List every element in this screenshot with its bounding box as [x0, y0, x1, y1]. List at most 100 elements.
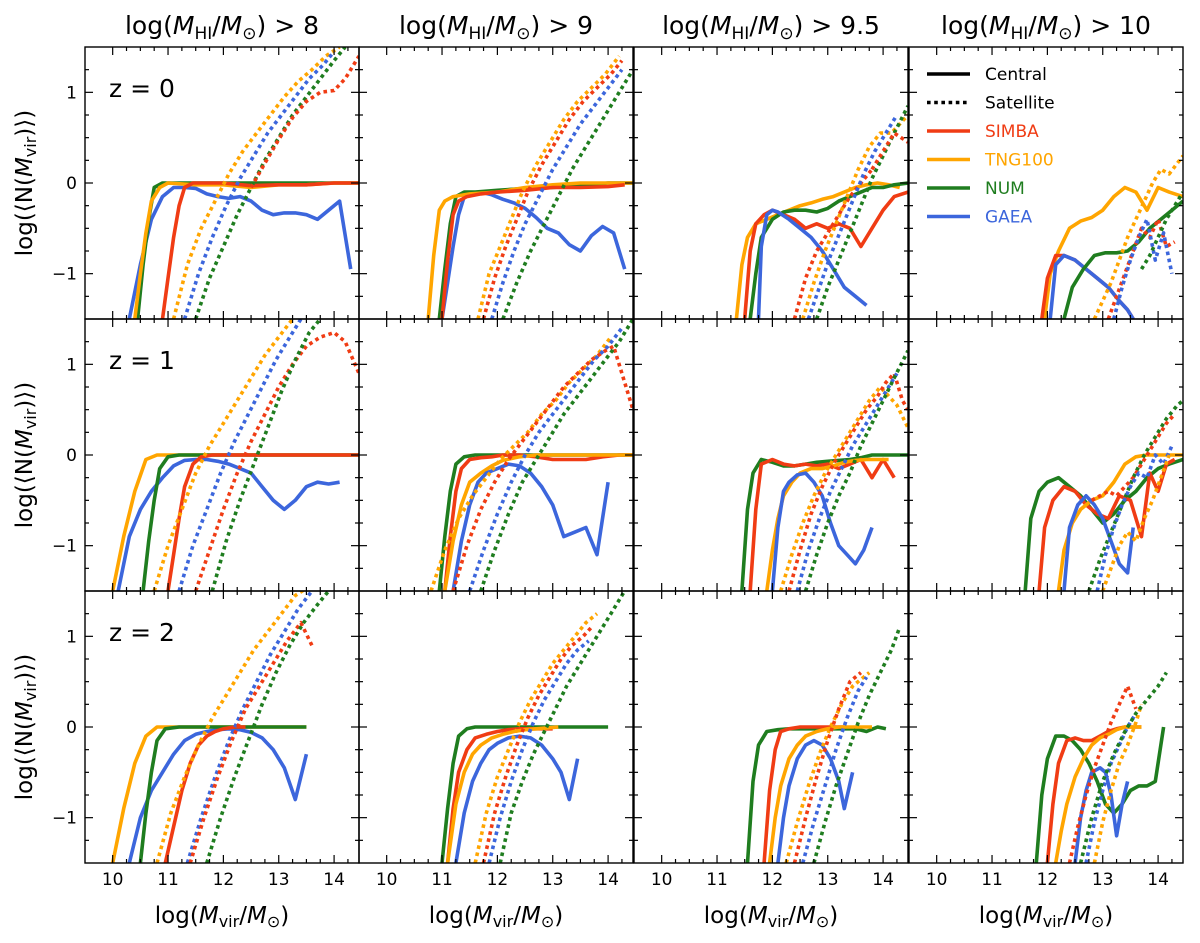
line-simba-satellite	[870, 131, 908, 171]
line-simba-satellite	[792, 671, 863, 863]
line-num-satellite	[193, 47, 347, 319]
x-tick-label: 14	[597, 870, 619, 890]
line-simba-satellite	[1067, 684, 1138, 863]
panel-2-1-lines	[440, 591, 627, 863]
line-simba-central	[443, 453, 633, 591]
x-tick-label: 13	[268, 870, 290, 890]
line-simba-satellite	[1090, 412, 1177, 502]
line-simba-satellite	[249, 55, 359, 189]
legend-label: TNG100	[984, 151, 1054, 171]
x-tick-label: 12	[762, 870, 784, 890]
panel-1-1-lines	[429, 319, 633, 591]
line-tng100-satellite	[429, 336, 613, 591]
line-tng100-central	[1053, 725, 1142, 863]
line-gaea-central	[1048, 253, 1135, 319]
line-tng100-satellite	[1092, 154, 1183, 319]
panel-2-2-axes	[633, 590, 909, 864]
chart-lines-layer	[110, 47, 1183, 863]
line-gaea-central	[1062, 493, 1135, 591]
line-num-satellite	[501, 68, 633, 319]
column-title: log(MHI/M⊙) > 9.5	[662, 11, 880, 44]
line-num-satellite	[1139, 191, 1183, 271]
y-tick-label: −1	[52, 537, 77, 557]
line-simba-satellite	[787, 371, 908, 591]
x-tick-label: 11	[706, 870, 728, 890]
panel-1-0-lines	[110, 319, 359, 591]
panel-1-2-lines	[740, 349, 908, 591]
x-tick-label: 13	[542, 870, 564, 890]
x-axis-label: log(Mvir/M⊙)	[979, 903, 1113, 931]
y-axis-label: log(⟨N(Mvir)⟩)	[12, 382, 40, 528]
line-num-central	[1062, 199, 1183, 319]
line-simba-central	[748, 457, 896, 591]
y-tick-label: 0	[66, 446, 77, 466]
line-gaea-satellite	[806, 114, 899, 319]
panel-0-2-axes	[633, 46, 909, 320]
panel-2-0-lines	[110, 591, 330, 863]
line-num-central	[138, 725, 307, 863]
line-gaea-satellite	[487, 639, 590, 863]
panel-1-3-lines	[1023, 399, 1183, 591]
panel-frame	[908, 590, 1184, 864]
line-gaea-central	[776, 738, 855, 863]
legend: Central Satellite SIMBA TNG100 NUM GAEA	[927, 65, 1055, 228]
line-gaea-satellite	[467, 327, 624, 591]
line-gaea-central	[440, 190, 627, 319]
line-tng100-satellite	[155, 591, 306, 863]
line-num-satellite	[803, 349, 908, 591]
column-title: log(MHI/M⊙) > 10	[941, 11, 1151, 44]
redshift-label: z = 1	[109, 346, 175, 375]
line-gaea-central	[756, 208, 868, 319]
y-tick-label: −1	[52, 809, 77, 829]
legend-label: Satellite	[985, 94, 1055, 114]
panel-0-3-lines	[1040, 154, 1183, 319]
panel-0-2-lines	[734, 105, 908, 319]
x-tick-label: 14	[872, 870, 894, 890]
legend-label: NUM	[985, 179, 1025, 199]
line-num-satellite	[479, 319, 633, 591]
line-tng100-satellite	[801, 113, 908, 319]
line-gaea-satellite	[795, 372, 899, 591]
line-tng100-satellite	[1101, 454, 1171, 591]
x-tick-label: 14	[1147, 870, 1169, 890]
line-simba-satellite	[451, 344, 633, 591]
x-tick-label: 14	[323, 870, 345, 890]
column-title: log(MHI/M⊙) > 8	[125, 11, 319, 44]
line-simba-central	[1037, 457, 1176, 591]
line-simba-central	[742, 190, 908, 319]
x-tick-label: 12	[1037, 870, 1059, 890]
x-axis-label: log(Mvir/M⊙)	[704, 903, 838, 931]
legend-label: Central	[985, 65, 1047, 85]
line-gaea-satellite	[182, 50, 336, 319]
x-tick-label: 11	[157, 870, 179, 890]
x-tick-label: 10	[102, 870, 124, 890]
panel-2-2-lines	[745, 626, 902, 863]
x-axis-label: log(Mvir/M⊙)	[429, 903, 563, 931]
line-simba-satellite	[188, 620, 314, 863]
redshift-label: z = 0	[109, 74, 175, 103]
line-tng100-central	[445, 725, 559, 863]
line-num-central	[437, 453, 633, 591]
line-simba-central	[445, 726, 553, 863]
line-tng100-satellite	[1092, 703, 1144, 863]
line-tng100-central	[133, 181, 359, 319]
redshift-label: z = 2	[109, 618, 175, 647]
line-gaea-satellite	[1095, 445, 1174, 591]
line-tng100-satellite	[778, 385, 908, 591]
line-simba-satellite	[792, 168, 874, 319]
x-tick-label: 12	[487, 870, 509, 890]
line-gaea-satellite	[1084, 712, 1138, 863]
line-gaea-satellite	[801, 676, 869, 863]
x-tick-label: 13	[1092, 870, 1114, 890]
panel-0-0-lines	[127, 47, 359, 319]
line-gaea-central	[127, 185, 353, 319]
y-tick-label: 1	[66, 627, 77, 647]
panel-2-3-lines	[1034, 671, 1168, 863]
legend-label: GAEA	[985, 208, 1033, 228]
y-axis-label: log(⟨N(Mvir)⟩)	[12, 654, 40, 800]
y-tick-label: 1	[66, 355, 77, 375]
line-num-central	[740, 453, 908, 591]
line-num-satellite	[812, 626, 902, 863]
